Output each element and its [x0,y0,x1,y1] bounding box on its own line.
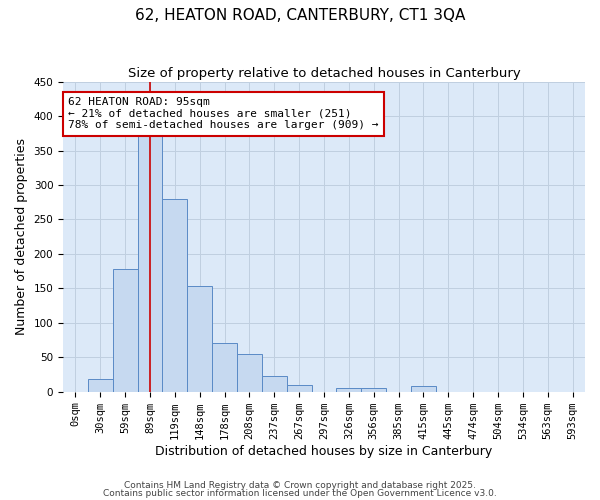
X-axis label: Distribution of detached houses by size in Canterbury: Distribution of detached houses by size … [155,444,493,458]
Bar [137,136,163,392]
Bar [163,199,187,392]
Bar [237,354,262,392]
Text: Contains public sector information licensed under the Open Government Licence v3: Contains public sector information licen… [103,489,497,498]
Text: 62, HEATON ROAD, CANTERBURY, CT1 3QA: 62, HEATON ROAD, CANTERBURY, CT1 3QA [135,8,465,22]
Bar [361,388,386,392]
Bar [337,388,361,392]
Bar [411,386,436,392]
Bar [287,385,311,392]
Bar [212,344,237,392]
Bar [88,380,113,392]
Title: Size of property relative to detached houses in Canterbury: Size of property relative to detached ho… [128,68,520,80]
Text: Contains HM Land Registry data © Crown copyright and database right 2025.: Contains HM Land Registry data © Crown c… [124,480,476,490]
Bar [262,376,287,392]
Y-axis label: Number of detached properties: Number of detached properties [15,138,28,335]
Bar [113,269,137,392]
Text: 62 HEATON ROAD: 95sqm
← 21% of detached houses are smaller (251)
78% of semi-det: 62 HEATON ROAD: 95sqm ← 21% of detached … [68,97,379,130]
Bar [187,286,212,392]
